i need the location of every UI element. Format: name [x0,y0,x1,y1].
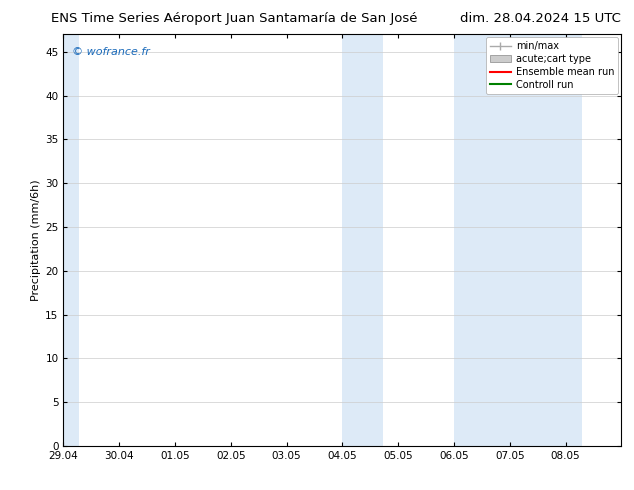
Bar [454,34,470,446]
Legend: min/max, acute;cart type, Ensemble mean run, Controll run: min/max, acute;cart type, Ensemble mean … [486,37,618,94]
Bar [63,34,79,446]
Text: dim. 28.04.2024 15 UTC: dim. 28.04.2024 15 UTC [460,12,621,25]
Bar [494,34,582,446]
Text: ENS Time Series Aéroport Juan Santamaría de San José: ENS Time Series Aéroport Juan Santamaría… [51,12,417,25]
Text: © wofrance.fr: © wofrance.fr [72,47,150,57]
Bar [358,34,382,446]
Bar [342,34,358,446]
Y-axis label: Precipitation (mm/6h): Precipitation (mm/6h) [31,179,41,301]
Bar [470,34,494,446]
